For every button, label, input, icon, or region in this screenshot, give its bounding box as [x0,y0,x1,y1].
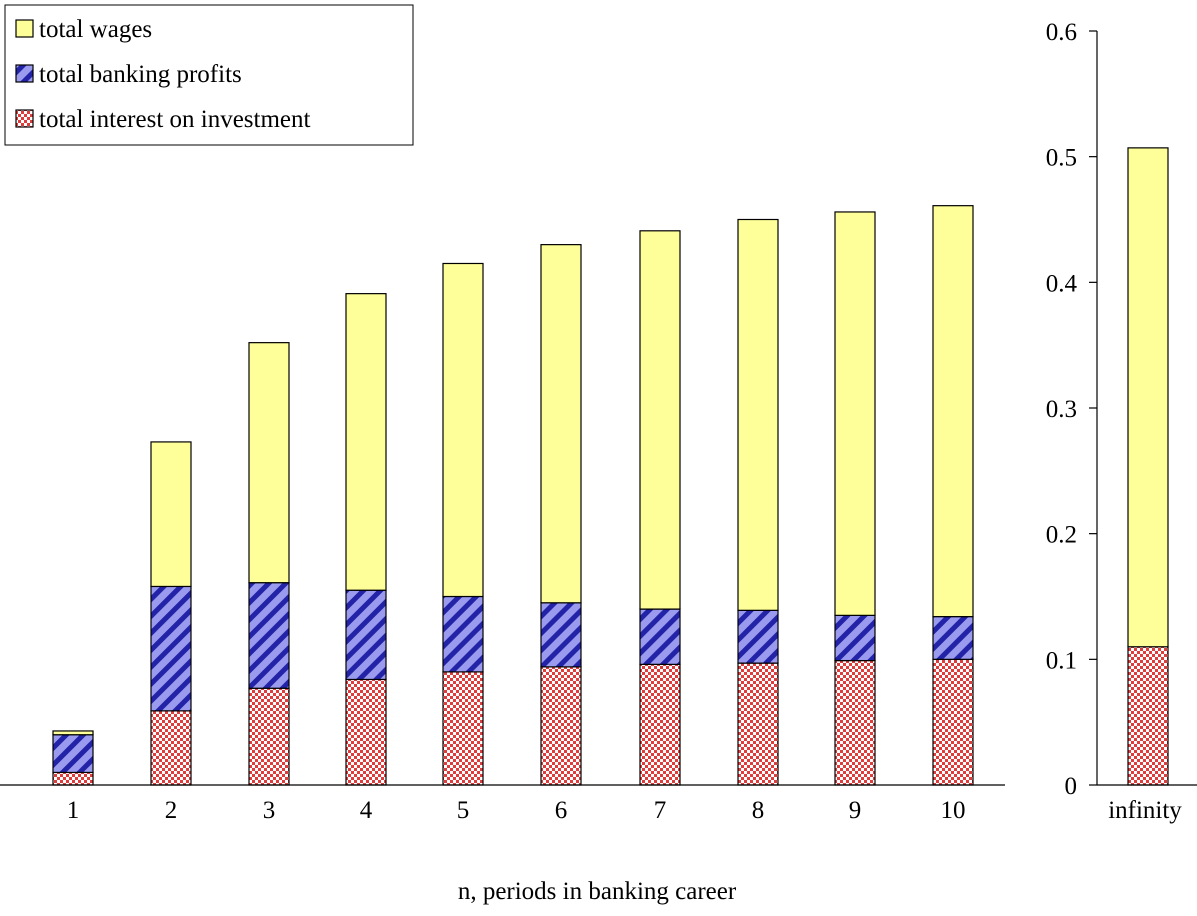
bar-stack-4 [345,293,387,786]
bar-total-interest-on-investment-10 [932,658,974,786]
bar-total-banking-profits-4 [345,589,387,681]
bar-total-interest-on-investment-6 [540,666,582,786]
x-tick-label: infinity [1108,797,1182,824]
bar-total-wages-1 [52,730,94,736]
bar-total-wages-infinity [1127,147,1169,648]
bar-total-interest-on-investment-1 [52,771,94,786]
bar-total-wages-8 [737,218,779,611]
bar-total-banking-profits-5 [442,595,484,673]
bar-total-wages-10 [932,205,974,618]
bar-total-wages-6 [540,244,582,604]
x-tick-label: 5 [457,797,470,824]
legend-label-total-banking-profits: total banking profits [39,61,242,88]
bar-stack-5 [442,262,484,786]
x-tick-label: 2 [165,797,178,824]
bar-total-interest-on-investment-4 [345,678,387,786]
x-tick-label: 1 [67,797,80,824]
bar-stack-7 [639,230,681,786]
bar-total-banking-profits-10 [932,616,974,660]
legend-items: total wages total banking profits total in… [15,16,311,133]
bar-total-banking-profits-1 [52,734,94,774]
x-tick-label: 6 [555,797,568,824]
bar-stack-1 [52,730,94,786]
x-tick-label: 8 [752,797,765,824]
bar-stack-2 [150,441,192,786]
legend-swatch-total-interest-on-investment [15,109,34,128]
bar-stack-10 [932,205,974,786]
bar-total-banking-profits-6 [540,602,582,668]
legend-swatch-total-wages [15,19,34,38]
legend: total wages total banking profits total in… [4,4,414,146]
bar-stack-9 [834,211,876,786]
bar-total-wages-7 [639,230,681,610]
bar-total-wages-3 [248,342,290,584]
x-tick-label: 7 [654,797,667,824]
x-tick-label: 9 [849,797,862,824]
bar-total-wages-5 [442,262,484,598]
x-tick-label: 4 [360,797,373,824]
bar-total-interest-on-investment-9 [834,659,876,786]
bar-total-interest-on-investment-infinity [1127,646,1169,786]
y-tick-label: 0.3 [1046,396,1077,423]
bar-total-wages-4 [345,293,387,591]
y-tick-label: 0 [1065,773,1078,800]
x-tick-label: 3 [263,797,276,824]
bar-total-banking-profits-3 [248,582,290,689]
bar-total-interest-on-investment-5 [442,671,484,786]
legend-label-total-interest-on-investment: total interest on investment [39,106,311,133]
bar-total-banking-profits-9 [834,614,876,662]
x-axis-labels: 1 2 3 4 5 6 7 8 9 10 infinity [67,797,1183,824]
bar-stack-3 [248,342,290,786]
y-tick-label: 0.6 [1046,19,1077,46]
y-tick-label: 0.5 [1046,145,1077,172]
legend-box [4,4,414,146]
bar-total-interest-on-investment-2 [150,710,192,786]
bars-layer [52,147,1169,786]
bar-stack-infinity [1127,147,1169,786]
x-tick-label: 10 [941,797,966,824]
y-tick-label: 0.1 [1046,647,1077,674]
bar-total-interest-on-investment-8 [737,662,779,786]
y-tick-label: 0.2 [1046,522,1077,549]
x-axis-title: n, periods in banking career [458,878,737,905]
bar-total-wages-2 [150,441,192,588]
bar-total-banking-profits-7 [639,608,681,665]
bar-total-interest-on-investment-3 [248,687,290,786]
bar-total-wages-9 [834,211,876,616]
legend-swatch-total-banking-profits [15,64,34,83]
y-axis: 0 0.1 0.2 0.3 0.4 0.5 0.6 [0,19,1197,800]
y-tick-label: 0.4 [1046,270,1078,297]
bar-total-banking-profits-2 [150,585,192,712]
bar-total-banking-profits-8 [737,609,779,664]
bar-stack-6 [540,244,582,786]
bar-total-interest-on-investment-7 [639,663,681,786]
bar-stack-8 [737,218,779,786]
legend-label-total-wages: total wages [39,16,152,43]
